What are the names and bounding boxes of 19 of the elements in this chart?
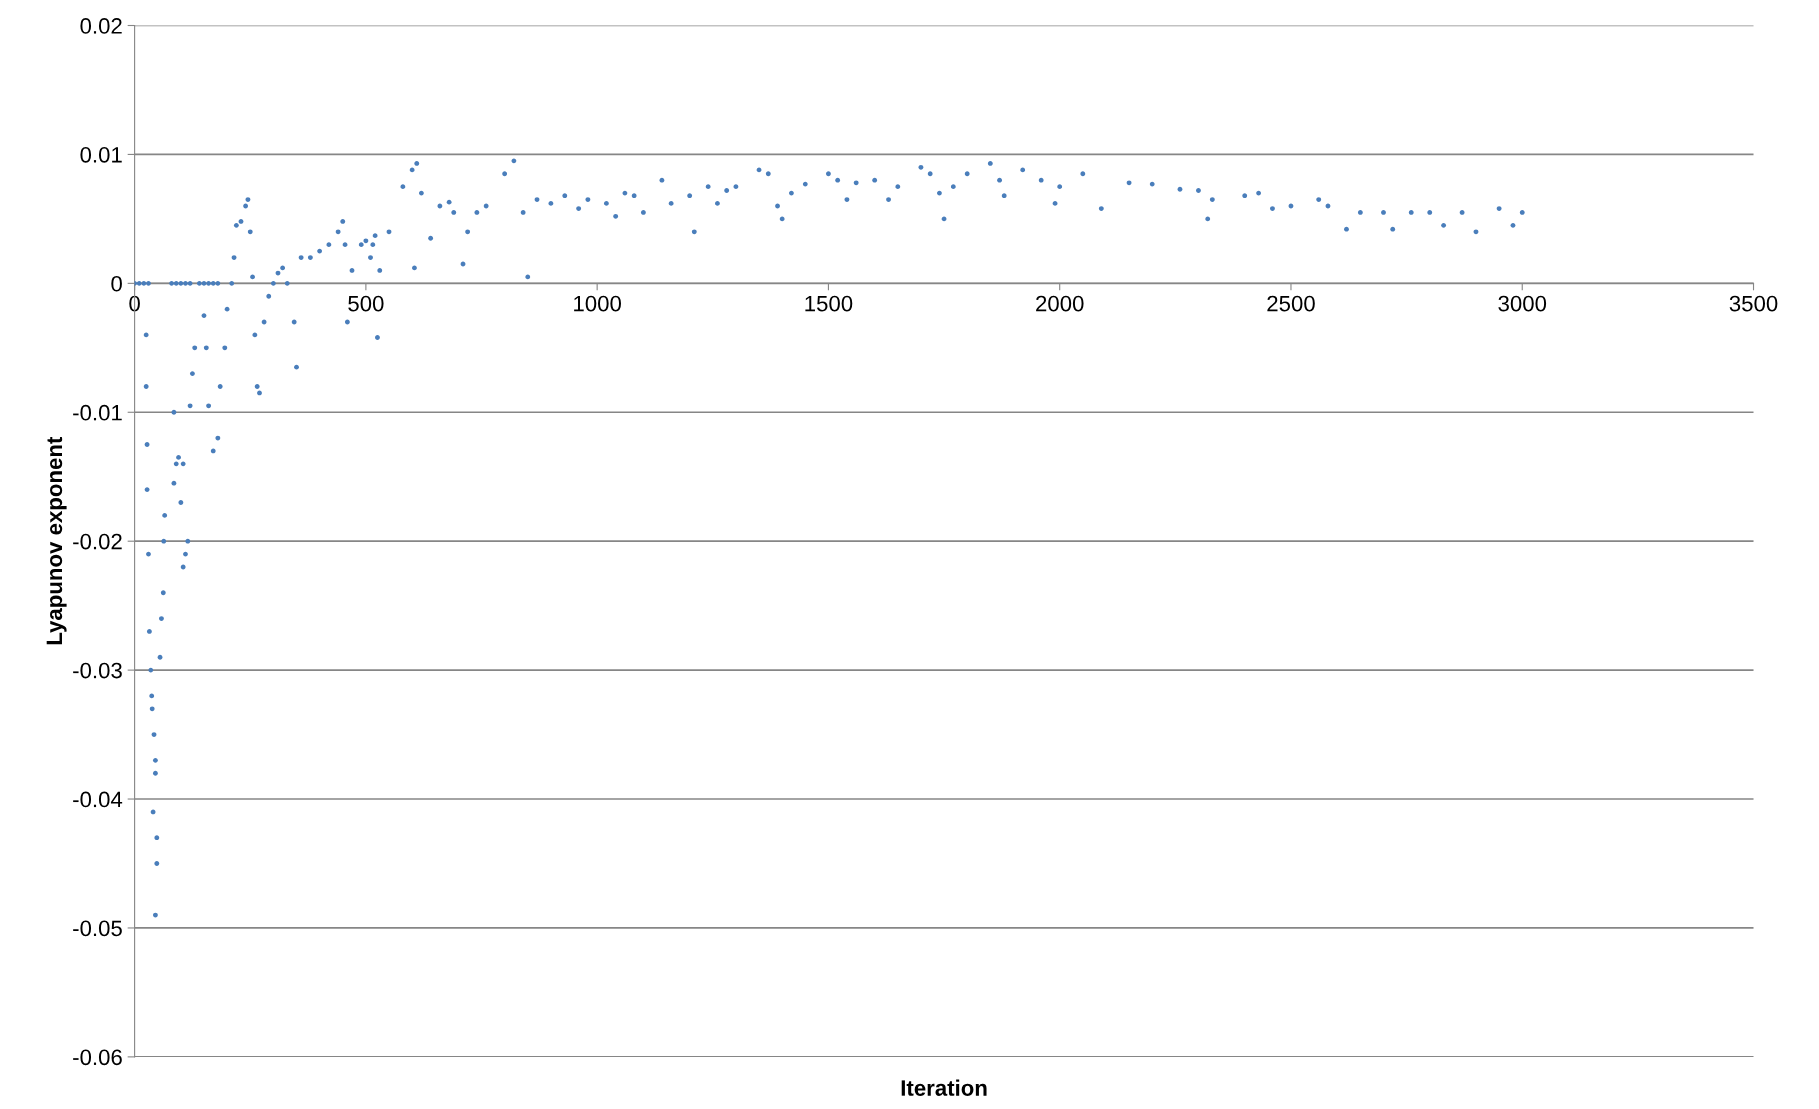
x-tick-label: 2500 [1267, 295, 1315, 312]
y-tick-label: -0.01 [73, 404, 122, 421]
x-axis-title: Iteration [901, 1079, 987, 1096]
x-tick-label: 0 [129, 295, 140, 312]
y-tick-label: -0.06 [73, 1049, 122, 1066]
y-axis-title: Lyapunov exponent [46, 436, 67, 645]
x-tick-label: 500 [348, 295, 384, 312]
x-tick-label: 3500 [1729, 295, 1778, 312]
x-tick-label: 1500 [805, 295, 853, 312]
y-tick-label: -0.05 [73, 920, 122, 937]
x-tick-label: 1000 [574, 295, 621, 312]
y-tick-label: -0.02 [73, 533, 122, 550]
y-tick-label: -0.04 [73, 791, 123, 808]
y-tick-label: 0.01 [80, 146, 122, 163]
y-tick-label: 0.02 [80, 18, 122, 34]
y-tick-label: 0 [111, 275, 122, 292]
x-tick-label: 2000 [1036, 295, 1084, 312]
x-tick-label: 3000 [1498, 295, 1547, 312]
y-tick-label: -0.03 [73, 662, 122, 679]
